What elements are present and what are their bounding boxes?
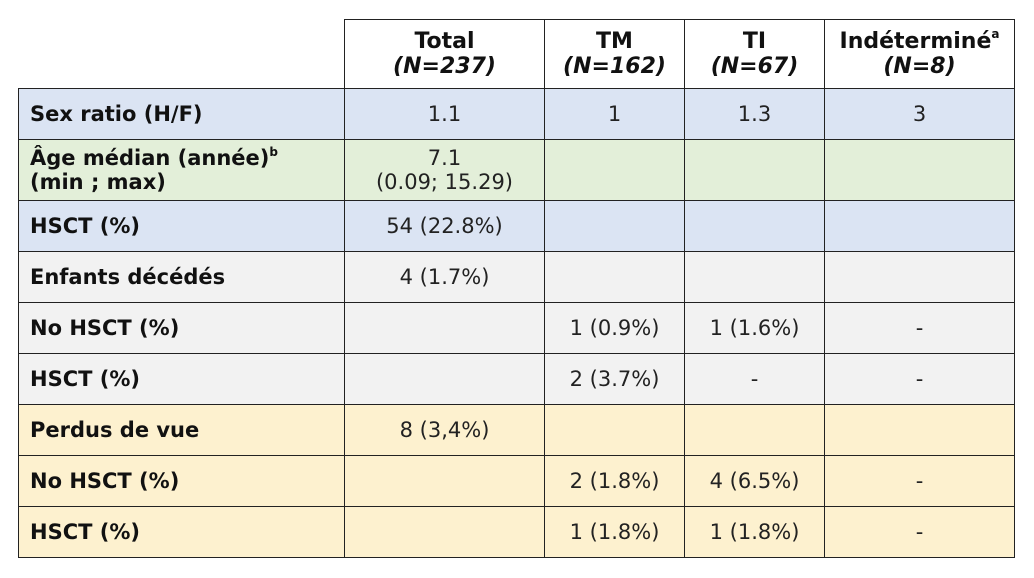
row-label-line1: Âge médian (année)b (30, 146, 344, 170)
header-ti: TI (N=67) (684, 19, 825, 89)
table-row: Enfants décédés 4 (1.7%) (18, 251, 1015, 303)
row-label: HSCT (%) (18, 200, 345, 252)
table-row: No HSCT (%) 1 (0.9%) 1 (1.6%) - (18, 302, 1015, 354)
table-row: Sex ratio (H/F) 1.1 1 1.3 3 (18, 88, 1015, 140)
header-indetermine-label: Indéterminéa (825, 26, 1014, 54)
row-label: Sex ratio (H/F) (18, 88, 345, 140)
row-label: No HSCT (%) (18, 455, 345, 507)
cell-ti (684, 139, 825, 201)
cell-ti (684, 200, 825, 252)
cell-ti: 1.3 (684, 88, 825, 140)
cell-total (344, 455, 545, 507)
row-label-text: Âge médian (année) (30, 146, 270, 170)
header-tm-name: TM (596, 29, 633, 54)
header-total: Total (N=237) (344, 19, 545, 89)
header-blank-cell (18, 19, 345, 89)
header-total-name: Total (414, 29, 475, 54)
row-label: Enfants décédés (18, 251, 345, 303)
table-row: HSCT (%) 1 (1.8%) 1 (1.8%) - (18, 506, 1015, 558)
cell-total: 4 (1.7%) (344, 251, 545, 303)
header-indetermine: Indéterminéa (N=8) (824, 19, 1015, 89)
cell-ti: 4 (6.5%) (684, 455, 825, 507)
cell-indetermine (824, 251, 1015, 303)
cell-indetermine: - (824, 506, 1015, 558)
row-label-line2: (min ; max) (30, 170, 166, 194)
data-table: Total (N=237) TM (N=162) TI (N=67) Indét… (18, 19, 1015, 558)
cell-total (344, 302, 545, 354)
header-total-n: (N=237) (393, 54, 496, 79)
cell-indetermine: - (824, 455, 1015, 507)
cell-total: 54 (22.8%) (344, 200, 545, 252)
cell-tm: 1 (0.9%) (544, 302, 685, 354)
cell-tm: 2 (3.7%) (544, 353, 685, 405)
header-ti-n: (N=67) (710, 54, 799, 79)
header-row: Total (N=237) TM (N=162) TI (N=67) Indét… (18, 19, 1015, 89)
cell-tm (544, 139, 685, 201)
cell-indetermine (824, 404, 1015, 456)
header-tm: TM (N=162) (544, 19, 685, 89)
header-indetermine-name: Indéterminé (839, 29, 992, 54)
cell-ti: 1 (1.6%) (684, 302, 825, 354)
table-row: HSCT (%) 54 (22.8%) (18, 200, 1015, 252)
cell-total: 8 (3,4%) (344, 404, 545, 456)
table-container: Total (N=237) TM (N=162) TI (N=67) Indét… (18, 19, 1015, 558)
table-row: No HSCT (%) 2 (1.8%) 4 (6.5%) - (18, 455, 1015, 507)
cell-total (344, 506, 545, 558)
cell-ti (684, 251, 825, 303)
table-row: Âge médian (année)b (min ; max) 7.1 (0.0… (18, 139, 1015, 201)
table-row: Perdus de vue 8 (3,4%) (18, 404, 1015, 456)
cell-tm: 1 (1.8%) (544, 506, 685, 558)
table-row: HSCT (%) 2 (3.7%) - - (18, 353, 1015, 405)
cell-tm (544, 200, 685, 252)
header-indetermine-n: (N=8) (883, 54, 956, 79)
cell-ti: 1 (1.8%) (684, 506, 825, 558)
row-label: Perdus de vue (18, 404, 345, 456)
cell-tm: 1 (544, 88, 685, 140)
cell-tm (544, 404, 685, 456)
cell-ti: - (684, 353, 825, 405)
cell-indetermine (824, 139, 1015, 201)
row-label: Âge médian (année)b (min ; max) (18, 139, 345, 201)
row-label: HSCT (%) (18, 506, 345, 558)
cell-tm (544, 251, 685, 303)
cell-total: 1.1 (344, 88, 545, 140)
header-indetermine-sup: a (991, 26, 1000, 41)
cell-total-line1: 7.1 (427, 146, 462, 170)
cell-total: 7.1 (0.09; 15.29) (344, 139, 545, 201)
cell-total (344, 353, 545, 405)
cell-indetermine: 3 (824, 88, 1015, 140)
header-ti-name: TI (742, 29, 767, 54)
cell-indetermine (824, 200, 1015, 252)
cell-indetermine: - (824, 302, 1015, 354)
cell-indetermine: - (824, 353, 1015, 405)
row-label-sup: b (269, 145, 278, 159)
row-label: No HSCT (%) (18, 302, 345, 354)
header-tm-n: (N=162) (563, 54, 666, 79)
cell-ti (684, 404, 825, 456)
cell-total-line2: (0.09; 15.29) (375, 170, 513, 194)
cell-tm: 2 (1.8%) (544, 455, 685, 507)
row-label: HSCT (%) (18, 353, 345, 405)
